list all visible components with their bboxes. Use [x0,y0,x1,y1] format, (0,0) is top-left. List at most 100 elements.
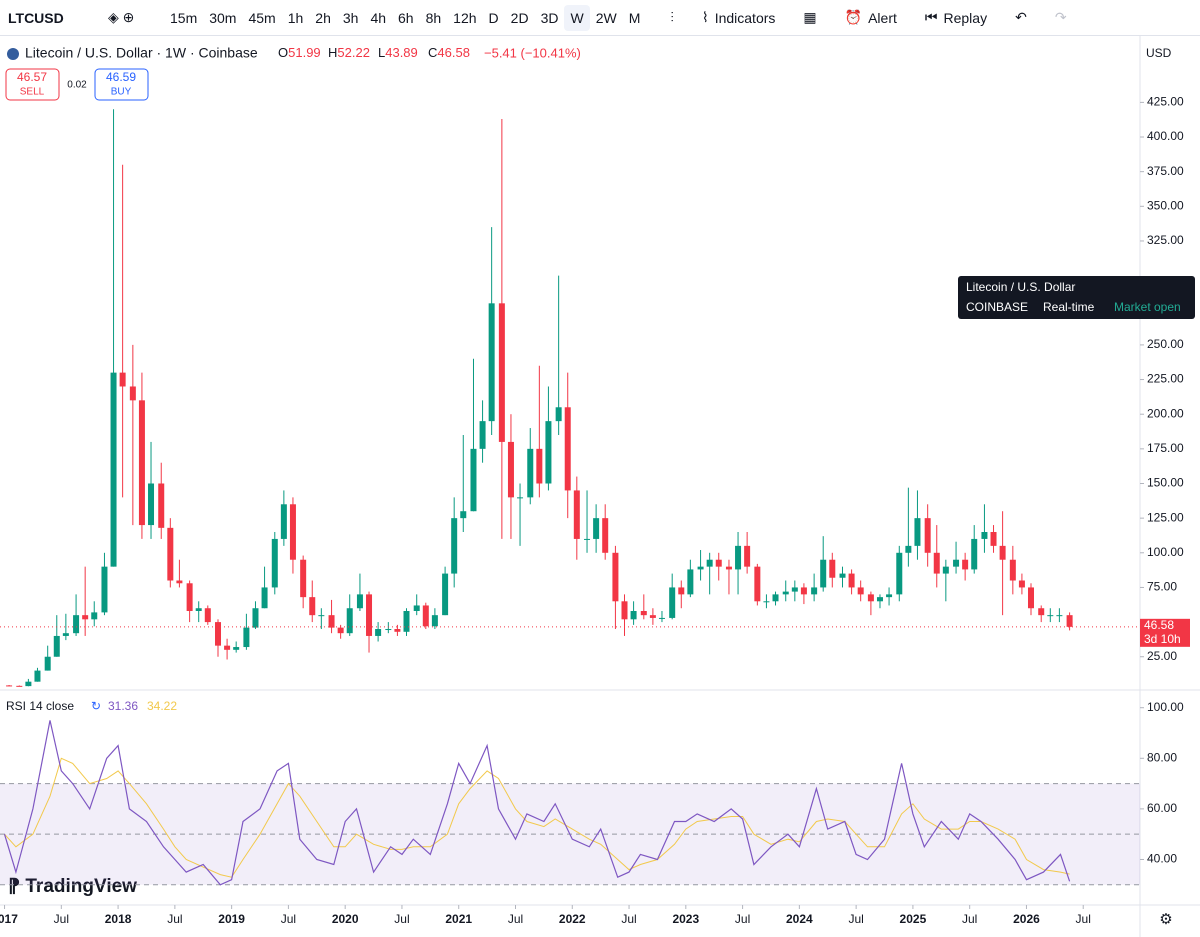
candle-body [44,656,51,671]
chart-type[interactable]: ⫶ [670,9,674,25]
ohlc-value: 52.22 [337,45,370,60]
candle-body [356,594,363,609]
x-tick-label: Jul [962,912,977,926]
ohlc-value: 46.58 [437,45,470,60]
interval-button[interactable]: 4h [370,9,387,26]
x-tick-label: Jul [735,912,750,926]
candle-body [555,407,562,422]
interval-button[interactable]: W [564,4,590,31]
candle-body [990,532,997,546]
candle-body [91,612,98,620]
background [0,36,1200,937]
candle-body [763,601,770,603]
redo[interactable]: ↷ [1054,9,1067,25]
candle-body [110,372,117,567]
rsi-title: RSI 14 close [6,699,74,713]
candle-body [300,559,307,598]
undo[interactable]: ↶ [1015,9,1027,25]
interval-button[interactable]: 3h [342,9,359,26]
candle-body [545,421,552,484]
x-tick-label: Jul [508,912,523,926]
candle-body [886,594,893,598]
interval-button[interactable]: 8h [425,9,442,26]
label: Replay [943,9,988,26]
sell-button[interactable] [5,68,60,101]
candle-body [953,559,960,567]
buy-button[interactable] [94,68,149,101]
candle-body [517,497,524,499]
y-tick-label: 125.00 [1147,510,1184,524]
candle-body [16,685,23,687]
candle-body [800,587,807,595]
candle-body [697,566,704,570]
symbol-search[interactable]: LTCUSD [8,9,64,26]
ohlc-value: 43.89 [385,45,418,60]
alert-button[interactable]: ⏰ Alert [845,9,897,26]
candle-body [772,594,779,602]
indicators-button[interactable]: ⌇ Indicators [702,9,776,26]
candle-body [1066,615,1073,627]
interval-button[interactable]: D [488,9,499,26]
buy-label: BUY [111,87,132,98]
candle-body [621,601,628,620]
candle-body [460,511,467,519]
candle-body [630,611,637,620]
candle-body [289,504,296,560]
change: −5.41 (−10.41%) [484,45,581,60]
candle-body [470,448,477,512]
candle-body [498,303,505,442]
interval-button[interactable]: 12h [453,9,477,26]
settings[interactable]: ⚙ [1159,911,1172,928]
rsi-line [3,720,1071,886]
buy-price: 46.59 [106,70,136,84]
interval-button[interactable]: 2W [595,9,617,26]
candle-body [829,559,836,578]
interval-button[interactable]: 30m [209,9,237,26]
last-price-label: 46.58 [1144,618,1174,632]
candle-body [820,559,827,588]
replay-button[interactable]: ⏮ Replay [925,9,987,26]
candle-body [138,400,145,526]
candle-body [857,587,864,595]
layouts-button[interactable]: ▦ [803,9,817,25]
spread: 0.02 [67,80,87,91]
candle-body [896,552,903,595]
interval-button[interactable]: 3D [540,9,559,26]
interval-button[interactable]: 15m [170,9,198,26]
interval-button[interactable]: 2D [510,9,529,26]
y-tick-label: 425.00 [1147,95,1184,109]
interval-button[interactable]: 1h [287,9,304,26]
candle-body [34,670,41,682]
candle-body [839,573,846,578]
tooltip-feed: Real-time [1043,300,1095,314]
interval-button[interactable]: M [628,9,641,26]
ohlc-item: O51.99 [278,45,321,60]
candle-body [905,545,912,553]
interval-button[interactable]: 45m [248,9,276,26]
candle-body [451,518,458,574]
candle-body [962,559,969,570]
x-tick-label: Jul [167,912,182,926]
symbol-logo [7,48,19,60]
y-tick-label: 100.00 [1147,700,1184,714]
ohlc-label: O [278,45,288,60]
candle-body [527,448,534,498]
interval-button[interactable]: 6h [398,9,414,26]
candle-body [422,605,429,627]
interval-button[interactable]: 2h [315,9,331,26]
y-tick-label: 150.00 [1147,476,1184,490]
candle-body [715,559,722,567]
candle-body [176,580,183,584]
candle-body [252,608,259,628]
candle-body [1056,615,1063,617]
candle-body [280,504,287,539]
currency[interactable]: USD [1146,46,1172,60]
candle-body [1009,559,1016,581]
candle-body [584,538,591,540]
tooltip [958,276,1195,319]
icon: ⏰ [844,9,863,25]
x-tick-label: Jul [1076,912,1091,926]
x-tick-label: 2022 [559,912,586,926]
intervals: 15m 30m 45m 1h 2h 3h 4h 6h 8h 12h D 2D 3D W 2W M [164,4,646,31]
